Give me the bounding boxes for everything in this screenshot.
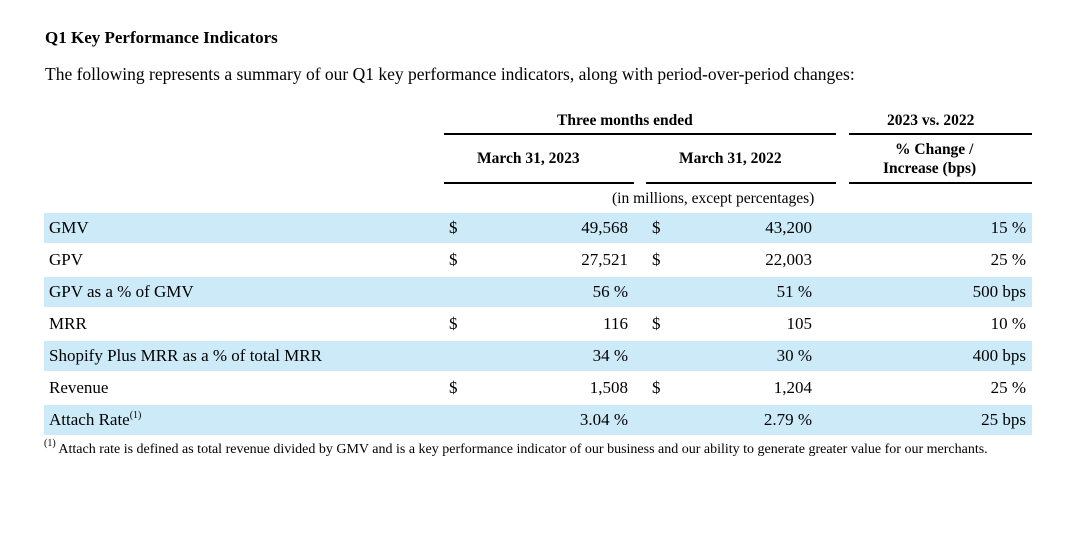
header-col-2022: March 31, 2022 [679,150,782,167]
row-label: Shopify Plus MRR as a % of total MRR [49,346,322,365]
change-value: 10 % [990,314,1026,333]
row-label: GPV [49,250,84,269]
currency-2023: $ [449,314,458,333]
change-value: 15 % [990,218,1026,237]
change-value: 25 bps [981,410,1026,429]
currency-2023: $ [449,378,458,397]
table-row: MRR $116 $105 10 % [44,309,1032,339]
value-2022: 1,204 [773,378,812,397]
page-title: Q1 Key Performance Indicators [45,28,278,47]
value-2022: 22,003 [765,250,812,269]
value-2022: 43,200 [765,218,812,237]
value-2022: 105 [786,314,813,333]
change-value: 500 bps [972,282,1026,301]
row-label: GPV as a % of GMV [49,282,194,301]
header-rule-right [849,133,1032,135]
header-change-line1: % Change / [895,141,974,158]
row-label: MRR [49,314,87,333]
header-col-2023: March 31, 2023 [477,150,580,167]
table-row: Attach Rate(1) 3.04 % 2.79 % 25 bps [44,405,1032,435]
row-label: GMV [49,218,89,237]
currency-2022: $ [652,378,661,397]
header-three-months: Three months ended [557,112,693,129]
currency-2023: $ [449,218,458,237]
table-row: Revenue $1,508 $1,204 25 % [44,373,1032,403]
row-label: Revenue [49,378,109,397]
table-row: GPV $27,521 $22,003 25 % [44,245,1032,275]
currency-2023: $ [449,250,458,269]
row-label-footnote-ref: (1) [129,410,142,421]
value-2023: 34 % [592,346,628,365]
value-2023: 49,568 [581,218,628,237]
table-row: Shopify Plus MRR as a % of total MRR 34 %… [44,341,1032,371]
row-label: Attach Rate(1) [49,410,142,429]
value-2022: 2.79 % [763,410,812,429]
header-rule-col-2023 [444,182,634,184]
header-rule-change [849,182,1032,184]
table-row: GPV as a % of GMV 56 % 51 % 500 bps [44,277,1032,307]
change-value: 400 bps [972,346,1026,365]
header-rule-left [444,133,836,135]
currency-2022: $ [652,250,661,269]
footnote-text: Attach rate is defined as total revenue … [58,442,988,457]
value-2022: 51 % [776,282,812,301]
footnote: (1) Attach rate is defined as total reve… [44,438,1034,459]
header-rule-col-2022 [646,182,836,184]
units-note: (in millions, except percentages) [612,190,815,207]
value-2023: 27,521 [581,250,628,269]
header-change-line2: Increase (bps) [883,160,977,177]
footnote-marker: (1) [44,438,56,449]
value-2022: 30 % [776,346,812,365]
change-value: 25 % [990,250,1026,269]
value-2023: 1,508 [589,378,628,397]
value-2023: 3.04 % [579,410,628,429]
currency-2022: $ [652,314,661,333]
intro-text: The following represents a summary of ou… [45,64,855,84]
currency-2022: $ [652,218,661,237]
value-2023: 56 % [592,282,628,301]
value-2023: 116 [603,314,628,333]
header-comparison: 2023 vs. 2022 [887,112,975,129]
table-row: GMV $49,568 $43,200 15 % [44,213,1032,243]
change-value: 25 % [990,378,1026,397]
